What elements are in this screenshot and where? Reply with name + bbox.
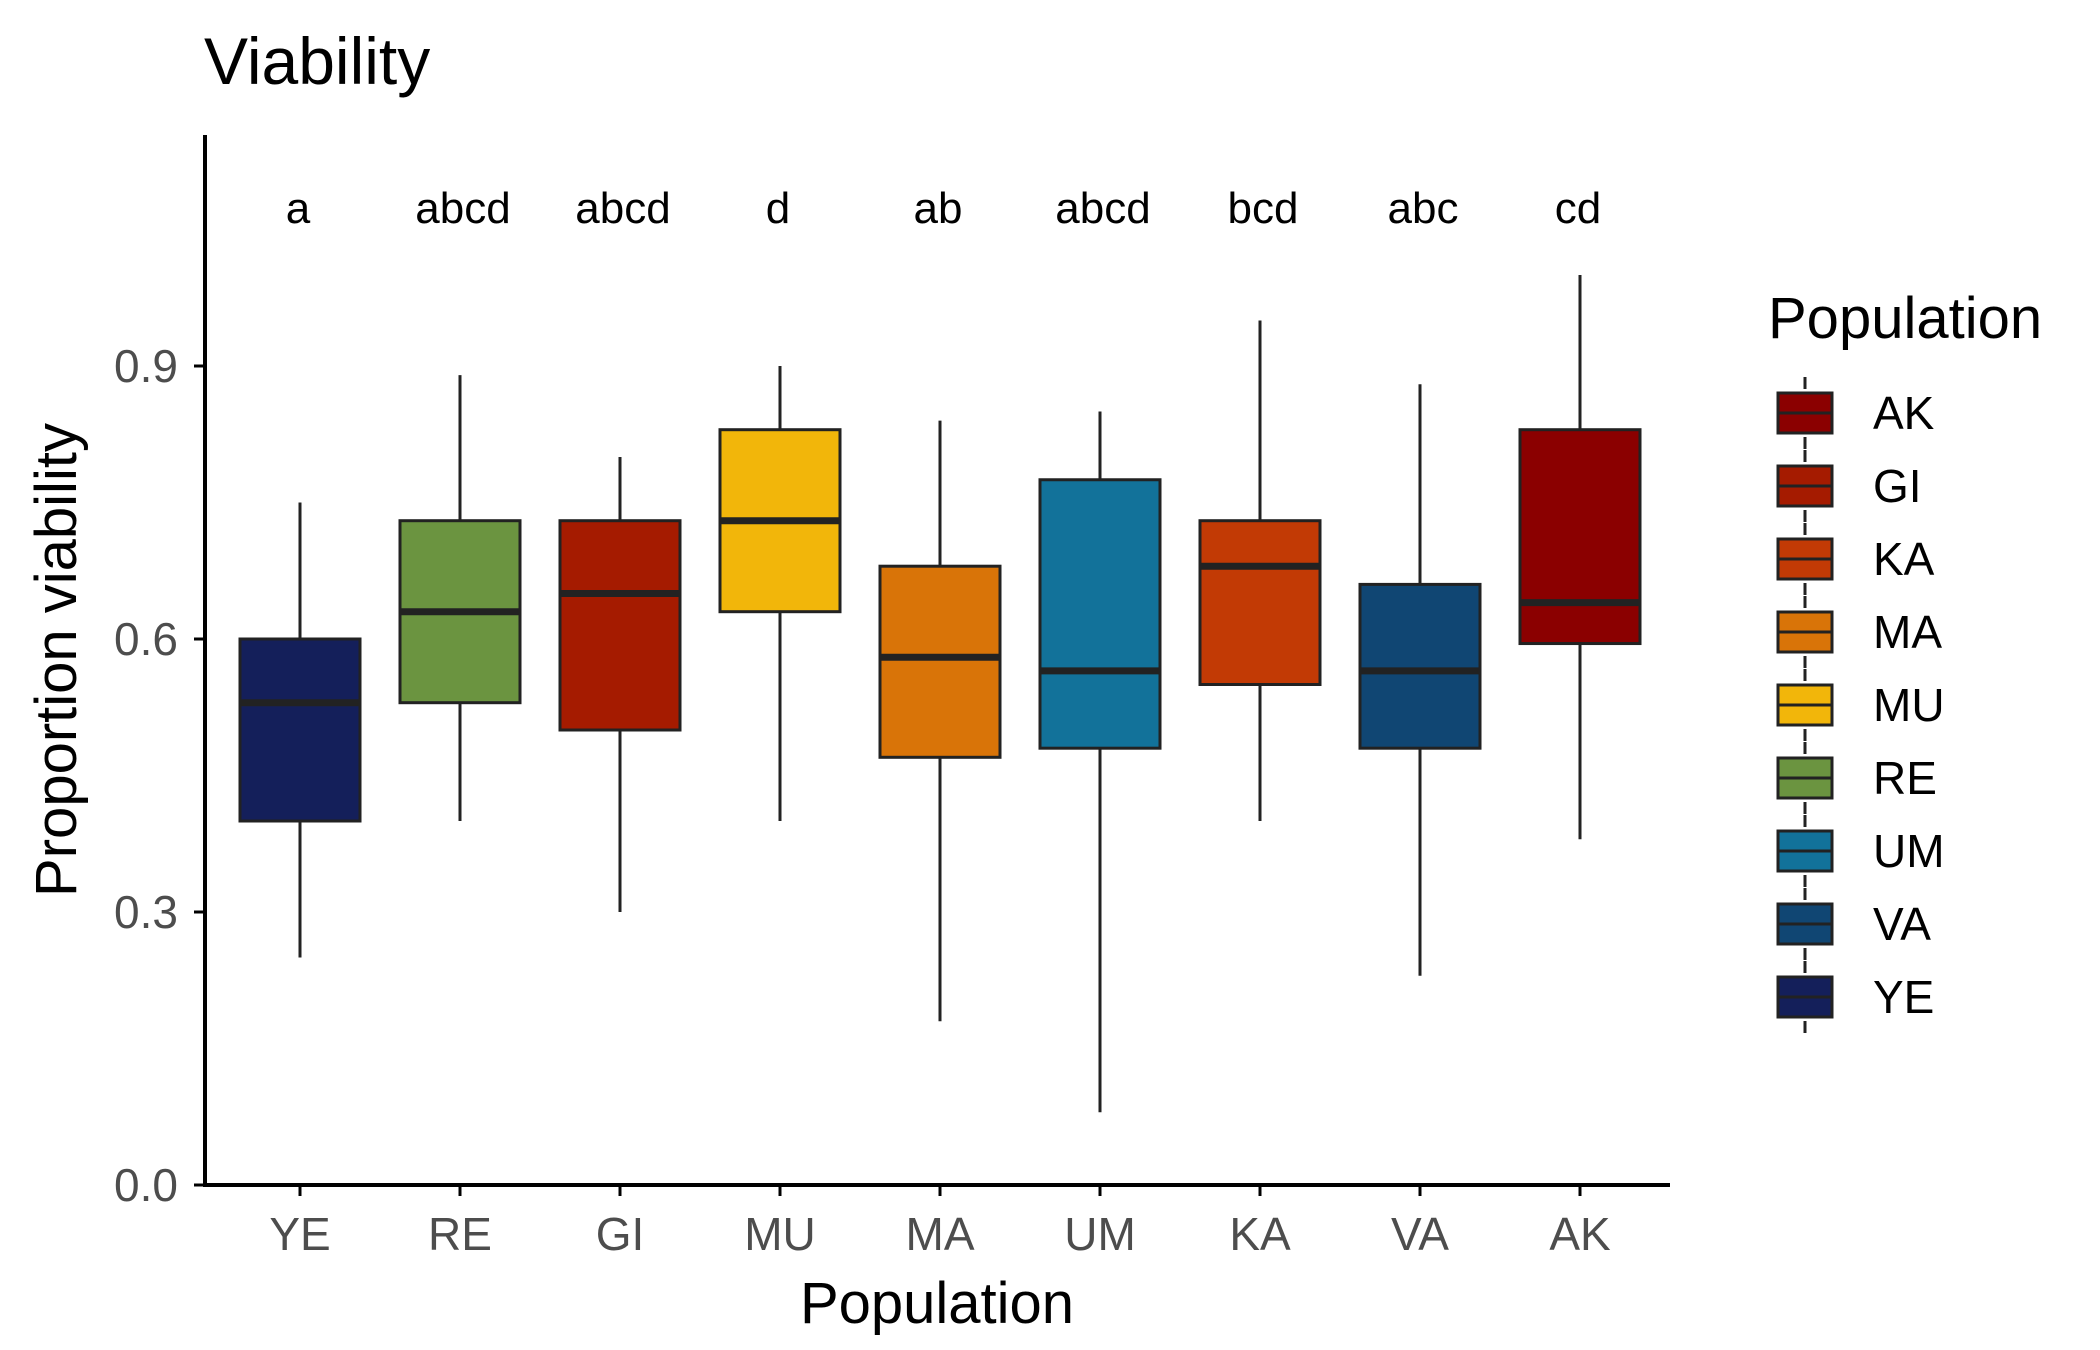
legend-item-re: RE <box>1776 742 1937 814</box>
y-axis-ticks: 0.0 0.3 0.6 0.9 <box>114 340 205 1211</box>
legend-label: RE <box>1873 752 1937 804</box>
legend-label: AK <box>1873 387 1935 439</box>
box-body <box>878 564 1002 759</box>
box-ak: cd <box>1518 184 1642 840</box>
box-body <box>238 637 362 823</box>
x-tick-label: UM <box>1064 1208 1136 1260</box>
significance-letters: bcd <box>1228 184 1299 233</box>
x-tick-label: VA <box>1391 1208 1449 1260</box>
legend-item-ye: YE <box>1776 961 1934 1033</box>
box-ma: ab <box>878 184 1002 1022</box>
significance-letters: abcd <box>415 184 510 233</box>
legend-item-gi: GI <box>1776 450 1922 522</box>
significance-letters: abcd <box>1055 184 1150 233</box>
box-body <box>1518 428 1642 646</box>
significance-letters: abc <box>1388 184 1459 233</box>
legend-label: UM <box>1873 825 1945 877</box>
x-tick-label: YE <box>269 1208 330 1260</box>
significance-letters: a <box>286 184 311 233</box>
legend-label: KA <box>1873 533 1935 585</box>
chart-title: Viability <box>204 24 430 98</box>
significance-letters: ab <box>914 184 963 233</box>
x-tick-label: GI <box>596 1208 645 1260</box>
legend-title: Population <box>1768 286 2042 351</box>
x-tick-label: KA <box>1229 1208 1291 1260</box>
plot-area: a abcd abcd d ab abcd bcd abc cd <box>238 184 1642 1113</box>
x-axis-title: Population <box>800 1271 1074 1336</box>
legend-item-va: VA <box>1776 888 1931 960</box>
box-va: abc <box>1358 184 1482 976</box>
legend: Population AK GI KA MA MU RE UM VA YE <box>1768 286 2042 1033</box>
y-tick-label: 0.3 <box>114 886 178 938</box>
legend-label: YE <box>1873 971 1934 1023</box>
y-axis-title: Proportion viability <box>24 423 89 897</box>
box-body <box>1198 519 1322 687</box>
box-body <box>1358 582 1482 750</box>
legend-label: GI <box>1873 460 1922 512</box>
box-body <box>1038 478 1162 750</box>
box-um: abcd <box>1038 184 1162 1113</box>
y-tick-label: 0.0 <box>114 1159 178 1211</box>
legend-item-um: UM <box>1776 815 1945 887</box>
box-re: abcd <box>398 184 522 821</box>
significance-letters: abcd <box>575 184 670 233</box>
legend-label: VA <box>1873 898 1931 950</box>
significance-letters: cd <box>1555 184 1601 233</box>
y-tick-label: 0.9 <box>114 340 178 392</box>
box-gi: abcd <box>558 184 682 912</box>
legend-label: MA <box>1873 606 1942 658</box>
x-tick-label: MU <box>744 1208 816 1260</box>
box-body <box>558 519 682 732</box>
x-axis-ticks: YE RE GI MU MA UM KA VA AK <box>269 1185 1611 1260</box>
x-tick-label: AK <box>1549 1208 1611 1260</box>
y-tick-label: 0.6 <box>114 613 178 665</box>
box-mu: d <box>718 184 842 821</box>
x-tick-label: RE <box>428 1208 492 1260</box>
x-tick-label: MA <box>906 1208 975 1260</box>
box-ka: bcd <box>1198 184 1322 821</box>
legend-item-ak: AK <box>1776 377 1935 449</box>
box-ye: a <box>238 184 362 958</box>
legend-item-ka: KA <box>1776 523 1935 595</box>
legend-item-ma: MA <box>1776 596 1942 668</box>
significance-letters: d <box>766 184 790 233</box>
legend-label: MU <box>1873 679 1945 731</box>
legend-item-mu: MU <box>1776 669 1945 741</box>
